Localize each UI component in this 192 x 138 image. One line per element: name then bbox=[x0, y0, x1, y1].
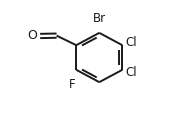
Text: Cl: Cl bbox=[125, 36, 137, 49]
Text: Cl: Cl bbox=[125, 66, 137, 79]
Text: Br: Br bbox=[93, 12, 106, 26]
Text: O: O bbox=[27, 30, 37, 43]
Text: F: F bbox=[69, 78, 76, 91]
